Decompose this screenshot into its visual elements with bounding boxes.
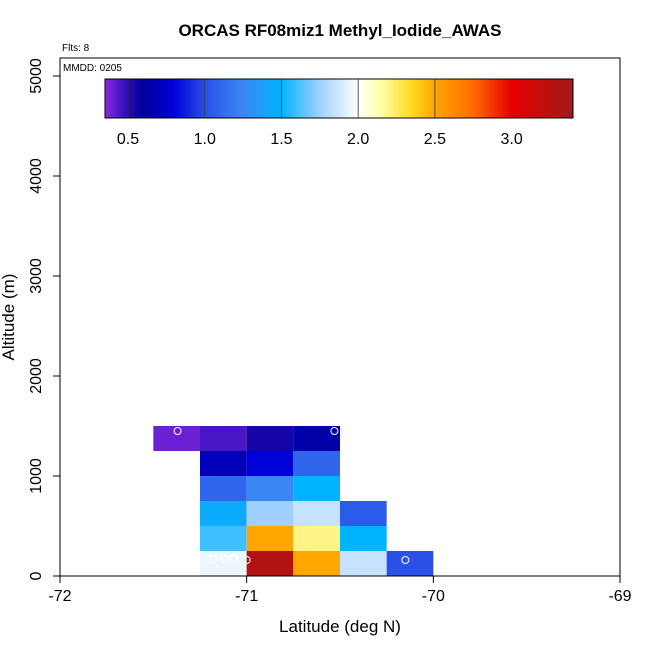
colorbar-gradient [104,78,574,119]
heatmap-cell [200,426,247,451]
sample-markers [173,427,410,564]
date-label: MMDD: 0205 [63,63,122,74]
heatmap-cell [200,526,247,551]
colorbar-tick-label: 2.0 [347,131,369,148]
y-tick-label: 2000 [28,358,45,394]
heatmap-cell [153,426,200,451]
sample-marker [401,556,410,564]
y-tick-label: 1000 [28,458,45,494]
colorbar-tick-label: 3.0 [500,131,522,148]
heatmap-cell [340,501,387,526]
flights-label: Flts: 8 [62,43,90,54]
heatmap-cell [340,526,387,551]
heatmap-cell [293,426,340,451]
heatmap-cell [200,451,247,476]
colorbar-tick-label: 1.5 [270,131,292,148]
heatmap-cell [386,551,434,576]
heatmap-cell [200,501,247,526]
x-tick-label: -70 [422,588,445,605]
heatmap-cell [200,551,247,576]
y-axis: 0 1000 2000 3000 4000 5000 [28,58,60,580]
y-tick-label: 0 [28,571,45,580]
heatmap-cell [293,501,340,526]
colorbar-ticks: 0.5 1.0 1.5 2.0 2.5 3.0 [117,79,523,148]
sample-marker [173,427,182,435]
sample-marker [220,555,229,563]
heatmap-cell [200,476,247,501]
heatmap-cell [293,451,340,476]
heatmap-cell [246,526,294,551]
colorbar: 0.5 1.0 1.5 2.0 2.5 3.0 [104,78,574,148]
colorbar-tick-label: 2.5 [424,131,446,148]
heatmap-cell [246,476,294,501]
plot-frame [59,57,621,577]
colorbar-tick-label: 0.5 [117,131,139,148]
heatmap-cell [340,551,387,576]
colorbar-tick-label: 1.0 [194,131,216,148]
heatmap-cell [246,551,294,576]
heatmap-cells [153,426,434,576]
x-tick-label: -71 [235,588,258,605]
y-axis-label: Altitude (m) [0,274,18,361]
sample-marker [330,427,339,435]
y-tick-label: 5000 [28,58,45,94]
heatmap-cell [293,551,340,576]
y-tick-label: 4000 [28,158,45,194]
x-axis-label: Latitude (deg N) [279,617,401,636]
heatmap-cell [246,501,294,526]
heatmap-cell [246,426,294,451]
sample-marker [242,556,251,564]
x-axis: -72 -71 -70 -69 [48,576,632,605]
x-tick-label: -69 [608,588,631,605]
sample-marker [229,554,238,562]
x-tick-label: -72 [48,588,71,605]
heatmap-cell [293,476,340,501]
heatmap-cell [293,526,340,551]
heatmap-cell [246,451,294,476]
y-tick-label: 3000 [28,258,45,294]
chart-title: ORCAS RF08miz1 Methyl_Iodide_AWAS [178,21,501,40]
sample-marker [209,555,218,563]
